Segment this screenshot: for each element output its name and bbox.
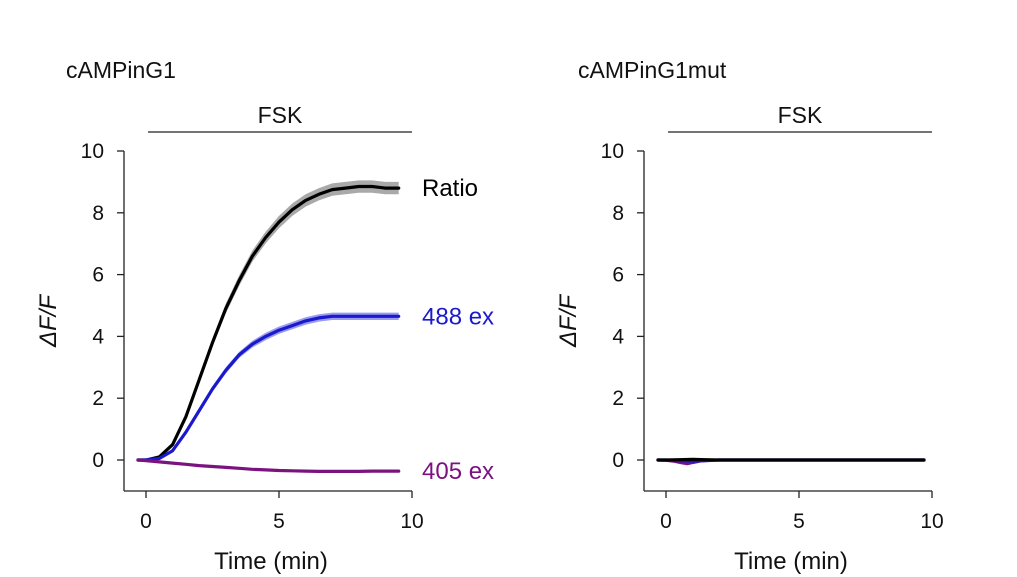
y-tick-label: 6 <box>612 264 624 287</box>
y-tick-label: 10 <box>81 140 104 163</box>
y-tick-label: 6 <box>92 264 104 287</box>
x-tick-label: 5 <box>273 510 285 533</box>
panel-title: cAMPinG1 <box>66 57 176 83</box>
series-label: 405 ex <box>422 458 494 485</box>
series-line <box>136 184 401 462</box>
y-tick-label: 4 <box>612 325 624 348</box>
y-axis-title: ΔF/F <box>555 294 582 348</box>
y-tick-label: 0 <box>92 449 104 472</box>
x-tick-label: 0 <box>660 510 672 533</box>
treatment-label: FSK <box>778 102 823 128</box>
x-axis-title: Time (min) <box>214 548 328 575</box>
series-line <box>136 458 401 473</box>
y-tick-label: 8 <box>92 202 104 225</box>
treatment-label: FSK <box>258 102 303 128</box>
chart-panel-2: cAMPinG1mut FSK 0 2 4 6 8 10 0 5 10 Time (min) ΔF/F <box>555 57 944 575</box>
y-tick-label: 2 <box>612 387 624 410</box>
y-tick-label: 4 <box>92 325 104 348</box>
x-tick-label: 10 <box>920 510 943 533</box>
x-tick-label: 5 <box>793 510 805 533</box>
series-label: Ratio <box>422 175 478 202</box>
y-tick-label: 2 <box>92 387 104 410</box>
x-tick-label: 0 <box>140 510 152 533</box>
chart-panel-1: cAMPinG1 FSK 0 2 4 6 8 10 0 5 10 Time (min) ΔF/F Rati… <box>35 57 494 575</box>
y-tick-label: 10 <box>601 140 624 163</box>
x-axis-title: Time (min) <box>734 548 848 575</box>
series-line <box>136 314 401 462</box>
series-label: 488 ex <box>422 303 494 330</box>
panel-title: cAMPinG1mut <box>578 57 727 83</box>
x-tick-label: 10 <box>400 510 423 533</box>
y-tick-label: 8 <box>612 202 624 225</box>
series-line <box>656 457 926 462</box>
y-tick-label: 0 <box>612 449 624 472</box>
y-axis-title: ΔF/F <box>35 294 62 348</box>
series-error-band <box>138 180 399 461</box>
